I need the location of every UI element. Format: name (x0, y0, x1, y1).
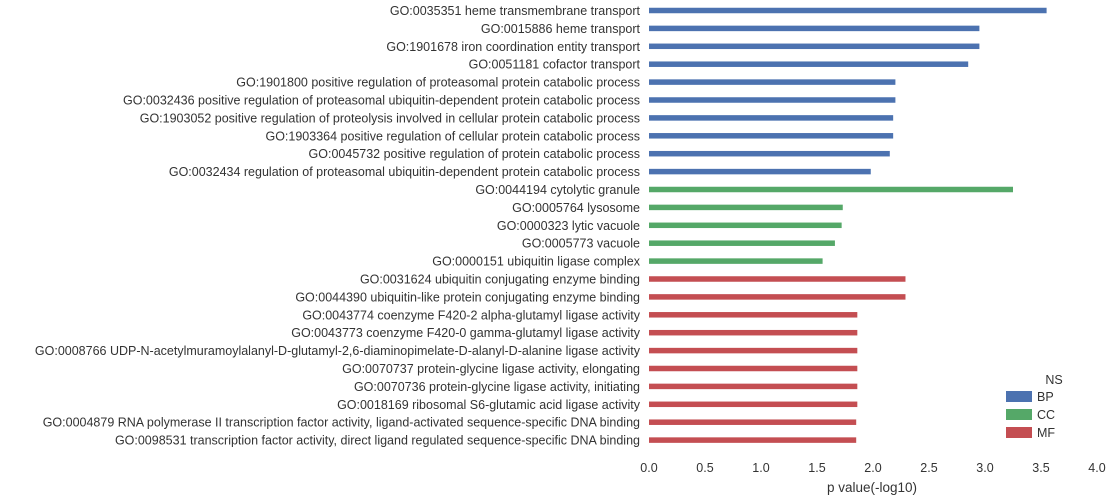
x-tick-label: 0.0 (640, 461, 657, 475)
bar (649, 150, 890, 157)
y-tick-label: GO:1903052 positive regulation of proteo… (140, 111, 640, 125)
bar (649, 97, 896, 103)
y-tick-label: GO:0031624 ubiquitin conjugating enzyme … (360, 273, 640, 287)
bar (649, 133, 894, 139)
bar (649, 365, 858, 372)
bar (649, 437, 857, 443)
y-tick-label: GO:1901678 iron coordination entity tran… (386, 40, 640, 54)
y-tick-label: GO:0032434 regulation of proteasomal ubi… (169, 165, 640, 179)
y-tick-label: GO:0000323 lytic vacuole (497, 219, 640, 233)
x-axis-label: p value(-log10) (827, 480, 917, 495)
y-tick-label: GO:0008766 UDP-N-acetylmuramoylalanyl-D-… (35, 344, 641, 358)
bar (649, 204, 843, 211)
y-tick-label: GO:0044390 ubiquitin-like protein conjug… (295, 290, 640, 304)
y-tick-label: GO:0004879 RNA polymerase II transcripti… (43, 416, 640, 430)
bar (649, 61, 969, 67)
bar (649, 79, 896, 85)
y-tick-label: GO:0098531 transcription factor activity… (115, 434, 640, 448)
y-tick-label: GO:0043773 coenzyme F420-0 gamma-glutamy… (291, 326, 641, 340)
bar (649, 222, 842, 229)
y-tick-label: GO:1903364 positive regulation of cellul… (265, 129, 640, 143)
bars-layer (649, 7, 1047, 443)
y-tick-label: GO:0043774 coenzyme F420-2 alpha-glutamy… (302, 308, 640, 322)
y-tick-label: GO:0045732 positive regulation of protei… (309, 147, 640, 161)
x-tick-label: 1.0 (752, 461, 769, 475)
y-tick-label: GO:0044194 cytolytic granule (475, 183, 640, 197)
bar (649, 25, 980, 32)
y-tick-label: GO:0035351 heme transmembrane transport (390, 4, 641, 18)
x-tick-label: 3.0 (976, 461, 993, 475)
bar (649, 115, 894, 121)
legend-label: CC (1037, 408, 1055, 422)
y-tick-label: GO:0018169 ribosomal S6-glutamic acid li… (337, 398, 641, 412)
x-tick-label: 3.5 (1032, 461, 1049, 475)
y-tick-label: GO:0005773 vacuole (522, 237, 640, 251)
y-tick-label: GO:0005764 lysosome (512, 201, 640, 215)
y-tick-labels: GO:0035351 heme transmembrane transport G… (35, 4, 641, 448)
y-tick-label: GO:0032436 positive regulation of protea… (123, 94, 640, 108)
legend: NS BP CC MF (1006, 373, 1063, 440)
bar (649, 329, 858, 336)
y-tick-label: GO:0000151 ubiquitin ligase complex (432, 255, 641, 269)
bar (649, 419, 857, 425)
y-tick-label: GO:0051181 cofactor transport (469, 58, 641, 72)
legend-title: NS (1045, 373, 1062, 387)
bar (649, 312, 858, 318)
x-tick-label: 4.0 (1088, 461, 1105, 475)
legend-label: MF (1037, 426, 1055, 440)
legend-swatch (1006, 409, 1032, 420)
y-tick-label: GO:1901800 positive regulation of protea… (236, 76, 640, 90)
bar (649, 347, 858, 354)
x-tick-label: 2.5 (920, 461, 937, 475)
bar (649, 7, 1047, 14)
x-tick-labels: 0.0 0.5 1.0 1.5 2.0 2.5 3.0 3.5 4.0 (640, 461, 1105, 475)
x-tick-label: 0.5 (696, 461, 713, 475)
bar (649, 258, 823, 264)
y-tick-label: GO:0070736 protein-glycine ligase activi… (354, 380, 640, 394)
legend-entries: BP CC MF (1006, 390, 1055, 440)
bar (649, 240, 835, 246)
bar (649, 383, 858, 390)
y-tick-label: GO:0070737 protein-glycine ligase activi… (342, 362, 640, 376)
legend-label: BP (1037, 390, 1054, 404)
bar (649, 186, 1013, 193)
x-tick-label: 1.5 (808, 461, 825, 475)
legend-swatch (1006, 427, 1032, 438)
bar (649, 43, 980, 50)
bar (649, 276, 906, 282)
bar (649, 294, 906, 300)
bar (649, 168, 871, 175)
y-tick-label: GO:0015886 heme transport (481, 22, 641, 36)
legend-swatch (1006, 391, 1032, 402)
bar (649, 401, 858, 408)
x-tick-label: 2.0 (864, 461, 881, 475)
